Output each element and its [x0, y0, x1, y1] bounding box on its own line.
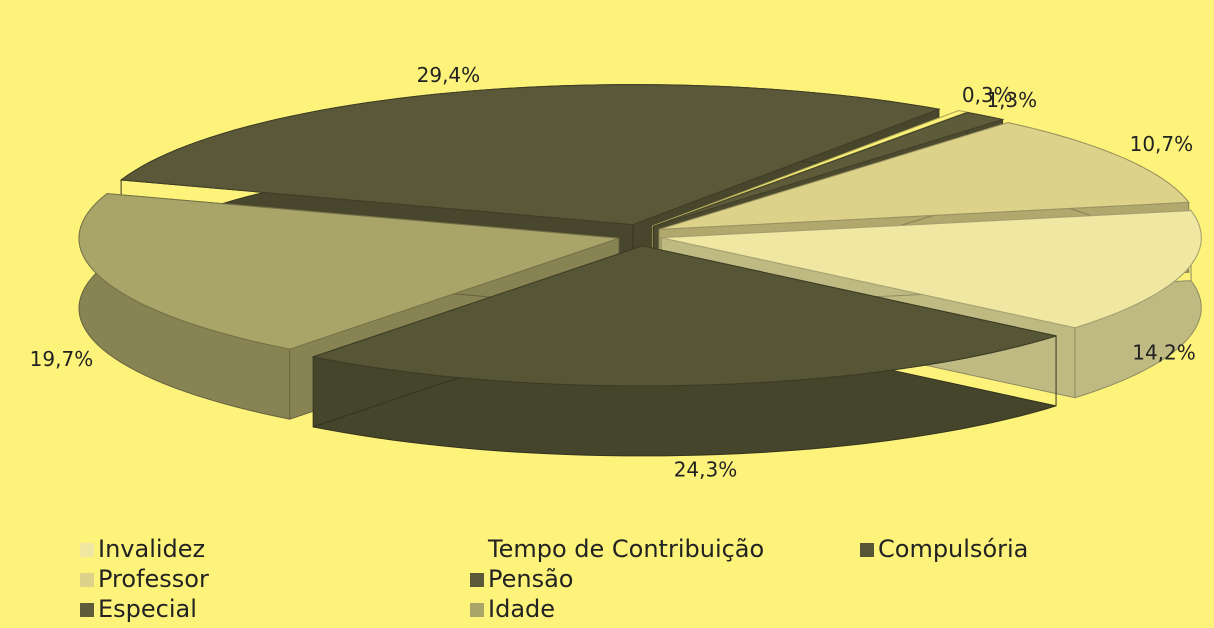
pie-slice — [311, 245, 1057, 457]
legend-label: Especial — [98, 595, 197, 623]
legend-label: Professor — [98, 565, 209, 593]
data-label: 0,3% — [962, 83, 1013, 107]
legend-swatch — [860, 543, 874, 557]
data-label: 14,2% — [1132, 341, 1196, 365]
data-label: 19,7% — [30, 347, 94, 371]
data-label: 29,4% — [417, 63, 481, 87]
data-label: 1,3% — [986, 88, 1037, 112]
legend-swatch — [80, 603, 94, 617]
data-label: 10,7% — [1130, 132, 1194, 156]
legend-label: Invalidez — [98, 535, 205, 563]
slice-top — [653, 111, 1005, 227]
legend-swatch — [470, 603, 484, 617]
legend-swatch — [470, 573, 484, 587]
legend-swatch — [470, 543, 484, 557]
legend-label: Idade — [488, 595, 555, 623]
data-label: 24,3% — [674, 457, 738, 481]
slice-top — [78, 193, 620, 350]
slice-top — [661, 210, 1202, 329]
legend-swatch — [80, 573, 94, 587]
legend-label: Pensão — [488, 565, 574, 593]
legend-label: Tempo de Contribuição — [487, 535, 764, 563]
pie-slice — [78, 192, 620, 420]
slice-top — [658, 122, 1190, 230]
pie-slice — [660, 209, 1202, 399]
slice-top — [119, 84, 941, 226]
slice-top — [652, 110, 969, 227]
slice-top — [311, 245, 1057, 387]
legend-label: Compulsória — [878, 535, 1028, 563]
legend-swatch — [80, 543, 94, 557]
